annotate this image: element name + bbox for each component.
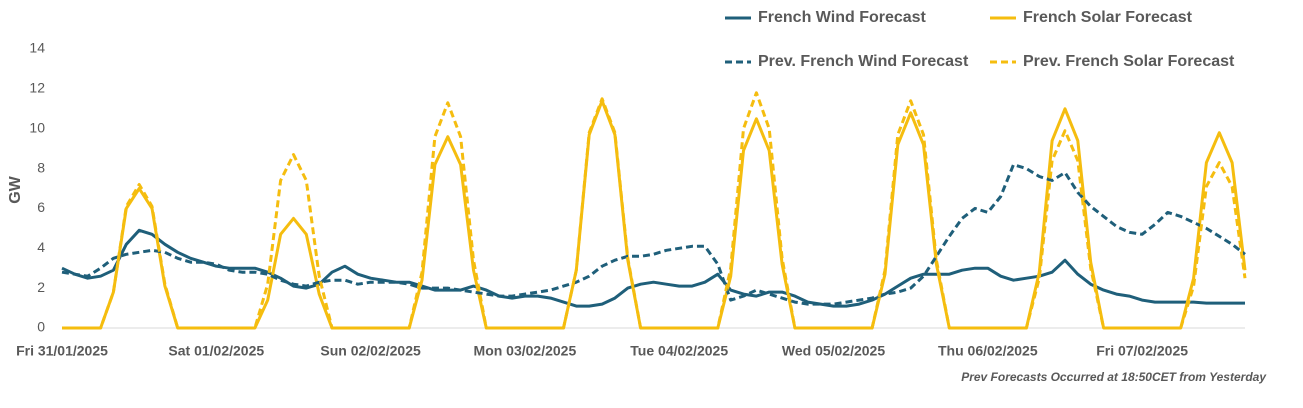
series-line [62, 91, 1247, 330]
x-tick-label: Sun 02/02/2025 [320, 343, 421, 359]
legend-label: French Solar Forecast [1023, 9, 1193, 26]
series-line [61, 163, 1246, 306]
y-tick-label: 4 [37, 239, 45, 255]
y-tick-label: 0 [37, 319, 45, 335]
legend-label: French Wind Forecast [758, 9, 927, 26]
y-tick-label: 12 [29, 80, 45, 96]
legend-label: Prev. French Wind Forecast [758, 53, 969, 70]
y-axis-label: GW [7, 175, 24, 203]
legend-label: Prev. French Solar Forecast [1023, 53, 1235, 70]
y-tick-label: 10 [29, 119, 45, 135]
x-tick-label: Tue 04/02/2025 [630, 343, 728, 359]
y-tick-label: 14 [29, 40, 45, 56]
series-line [62, 99, 1247, 330]
series-line [61, 228, 1245, 308]
y-tick-label: 8 [37, 159, 45, 175]
x-tick-label: Wed 05/02/2025 [782, 343, 885, 359]
x-tick-label: Sat 01/02/2025 [168, 343, 264, 359]
note: Prev Forecasts Occurred at 18:50CET from… [961, 370, 1267, 384]
x-tick-label: Mon 03/02/2025 [474, 343, 577, 359]
y-tick-label: 6 [37, 199, 45, 215]
x-tick-label: Fri 31/01/2025 [16, 343, 108, 359]
x-tick-label: Thu 06/02/2025 [938, 343, 1038, 359]
x-tick-label: Fri 07/02/2025 [1096, 343, 1188, 359]
y-tick-label: 2 [37, 279, 45, 295]
